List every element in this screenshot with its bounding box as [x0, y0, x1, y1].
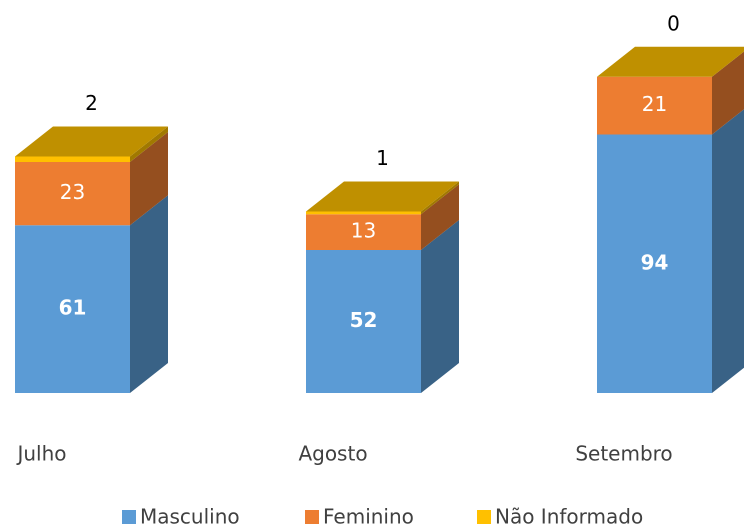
legend-swatch — [122, 510, 136, 524]
bar-side — [130, 195, 168, 393]
bar-top — [15, 126, 168, 157]
data-label: 52 — [350, 308, 378, 332]
data-label: 13 — [351, 219, 376, 243]
bar-top — [306, 181, 459, 212]
bar-side — [130, 132, 168, 226]
bar — [15, 162, 130, 226]
bar — [306, 214, 421, 250]
legend-swatch — [305, 510, 319, 524]
bar-side — [421, 220, 459, 393]
data-label: 1 — [376, 146, 389, 170]
bar-side — [130, 126, 168, 162]
legend-swatch — [477, 510, 491, 524]
bar — [597, 76, 712, 135]
bar — [15, 225, 130, 393]
legend-label: Feminino — [323, 505, 414, 529]
data-label: 94 — [641, 250, 669, 274]
bar — [306, 250, 421, 393]
bar-top — [597, 46, 744, 77]
x-tick-label: Agosto — [298, 442, 367, 466]
bar — [15, 156, 130, 162]
legend-label: Masculino — [140, 505, 240, 529]
bar-side — [712, 51, 744, 135]
data-label: 21 — [642, 92, 667, 116]
data-label: 0 — [667, 11, 680, 35]
bar — [306, 211, 421, 215]
data-label: 23 — [60, 180, 85, 204]
data-label: 61 — [59, 296, 87, 320]
bar-side — [421, 184, 459, 250]
bar-side — [421, 181, 459, 215]
bar — [597, 134, 712, 393]
data-label: 2 — [85, 91, 98, 115]
bar-side — [712, 109, 744, 393]
x-tick-label: Setembro — [575, 442, 672, 466]
x-tick-label: Julho — [15, 442, 66, 466]
legend-label: Não Informado — [495, 505, 643, 529]
